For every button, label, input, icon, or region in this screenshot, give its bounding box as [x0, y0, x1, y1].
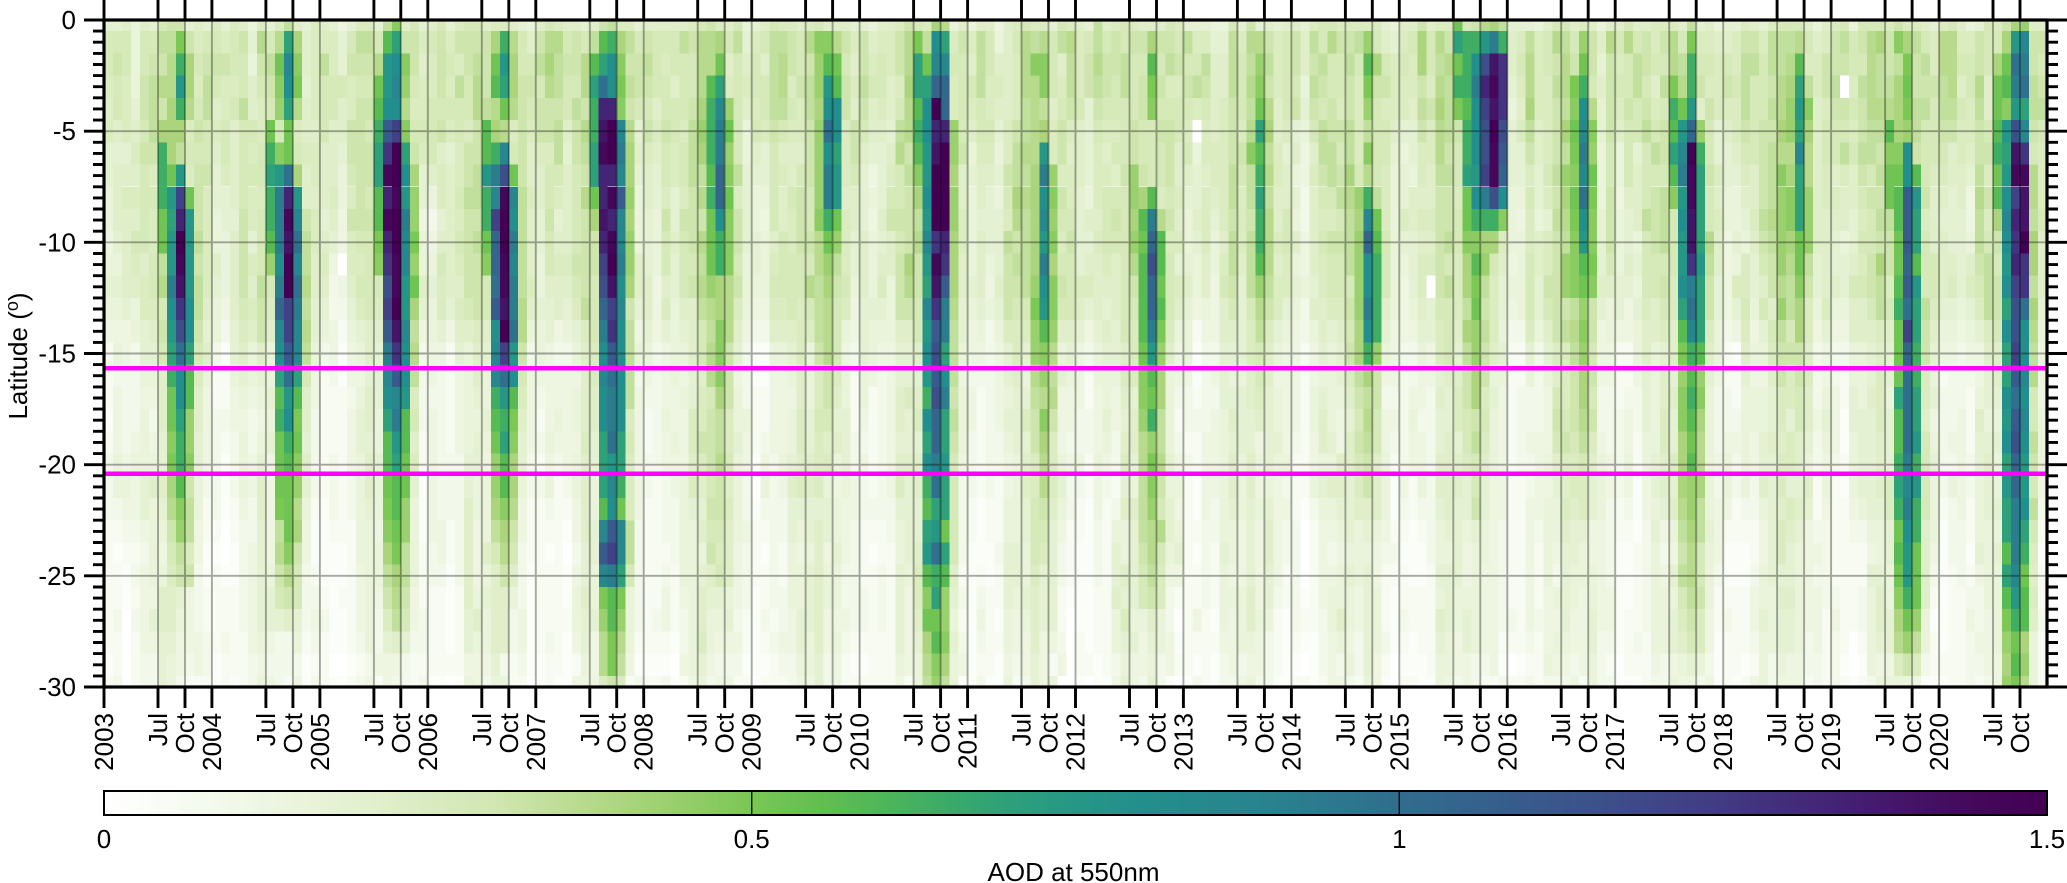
- svg-text:Latitude (o): Latitude (o): [2, 292, 33, 419]
- svg-text:2011: 2011: [953, 713, 983, 769]
- svg-text:AOD at 550nm: AOD at 550nm: [988, 857, 1160, 883]
- svg-text:1: 1: [1392, 824, 1406, 854]
- svg-text:Jul: Jul: [683, 713, 713, 746]
- svg-text:2009: 2009: [737, 713, 767, 771]
- svg-text:Jul: Jul: [1870, 713, 1900, 746]
- svg-text:Jul: Jul: [143, 713, 173, 746]
- svg-text:Oct: Oct: [1142, 712, 1172, 753]
- svg-text:2006: 2006: [413, 713, 443, 771]
- svg-text:Oct: Oct: [1034, 712, 1064, 753]
- svg-text:Jul: Jul: [1330, 713, 1360, 746]
- svg-text:2014: 2014: [1276, 713, 1306, 771]
- svg-text:Jul: Jul: [467, 713, 497, 746]
- svg-text:Jul: Jul: [1115, 713, 1145, 746]
- svg-text:2017: 2017: [1600, 713, 1630, 771]
- svg-text:Oct: Oct: [170, 712, 200, 753]
- svg-text:Oct: Oct: [1897, 712, 1927, 753]
- svg-text:Jul: Jul: [1762, 713, 1792, 746]
- svg-text:2013: 2013: [1168, 713, 1198, 771]
- svg-text:0: 0: [62, 5, 76, 35]
- svg-text:Oct: Oct: [1249, 712, 1279, 753]
- svg-text:Oct: Oct: [386, 712, 416, 753]
- svg-text:Jul: Jul: [251, 713, 281, 746]
- svg-text:2003: 2003: [89, 713, 119, 771]
- svg-text:Oct: Oct: [2005, 712, 2035, 753]
- svg-text:Oct: Oct: [278, 712, 308, 753]
- svg-text:2007: 2007: [521, 713, 551, 771]
- svg-text:Oct: Oct: [1465, 712, 1495, 753]
- svg-text:2012: 2012: [1061, 713, 1091, 771]
- svg-text:Jul: Jul: [791, 713, 821, 746]
- svg-text:Jul: Jul: [1546, 713, 1576, 746]
- svg-text:-5: -5: [53, 116, 76, 146]
- svg-text:2020: 2020: [1924, 713, 1954, 771]
- svg-text:Jul: Jul: [359, 713, 389, 746]
- svg-text:Jul: Jul: [1978, 713, 2008, 746]
- svg-text:Jul: Jul: [1438, 713, 1468, 746]
- svg-text:Jul: Jul: [1007, 713, 1037, 746]
- svg-text:Jul: Jul: [1654, 713, 1684, 746]
- svg-text:Oct: Oct: [818, 712, 848, 753]
- svg-text:Jul: Jul: [899, 713, 929, 746]
- svg-text:Oct: Oct: [710, 712, 740, 753]
- svg-text:Oct: Oct: [926, 712, 956, 753]
- svg-text:2004: 2004: [197, 713, 227, 771]
- svg-text:Oct: Oct: [494, 712, 524, 753]
- svg-text:2016: 2016: [1492, 713, 1522, 771]
- svg-text:2010: 2010: [845, 713, 875, 771]
- svg-text:0: 0: [97, 824, 111, 854]
- svg-text:0.5: 0.5: [734, 824, 770, 854]
- svg-text:2005: 2005: [305, 713, 335, 771]
- svg-text:Oct: Oct: [1789, 712, 1819, 753]
- svg-text:-30: -30: [38, 672, 76, 702]
- svg-text:Jul: Jul: [575, 713, 605, 746]
- svg-text:-25: -25: [38, 561, 76, 591]
- svg-text:Jul: Jul: [1222, 713, 1252, 746]
- svg-text:-15: -15: [38, 339, 76, 369]
- svg-text:Oct: Oct: [602, 712, 632, 753]
- svg-text:-20: -20: [38, 450, 76, 480]
- svg-text:Oct: Oct: [1357, 712, 1387, 753]
- svg-text:2015: 2015: [1384, 713, 1414, 771]
- svg-text:2019: 2019: [1816, 713, 1846, 771]
- svg-text:2008: 2008: [629, 713, 659, 771]
- svg-text:-10: -10: [38, 227, 76, 257]
- svg-text:Oct: Oct: [1573, 712, 1603, 753]
- svg-text:Oct: Oct: [1681, 712, 1711, 753]
- svg-text:1.5: 1.5: [2029, 824, 2065, 854]
- svg-text:2018: 2018: [1708, 713, 1738, 771]
